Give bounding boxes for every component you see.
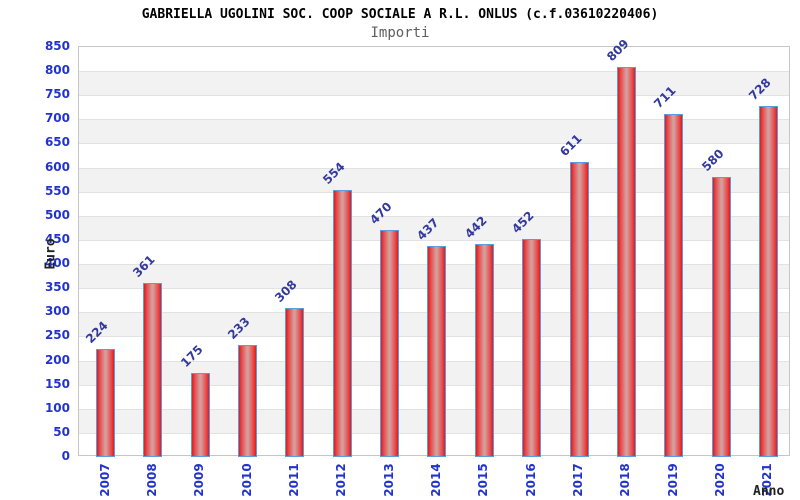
- y-tick-label: 100: [44, 400, 70, 415]
- y-tick-label: 700: [44, 111, 70, 126]
- y-tick-label: 850: [44, 39, 70, 53]
- x-tick-label: 2012: [334, 463, 349, 497]
- x-tick-label: 2018: [618, 463, 633, 497]
- gridline: [79, 95, 789, 97]
- gridline: [79, 167, 789, 169]
- y-tick-label: 200: [44, 352, 70, 367]
- y-tick-label: 0: [61, 449, 70, 463]
- y-tick-label: 550: [44, 183, 70, 198]
- gridline: [79, 119, 789, 121]
- gridline: [79, 71, 789, 73]
- x-tick-label: 2016: [523, 463, 538, 497]
- x-tick-label: 2017: [571, 463, 585, 497]
- x-tick-label: 2011: [286, 463, 301, 497]
- x-tick-label: 2020: [713, 463, 728, 497]
- plot-band: [79, 71, 789, 96]
- x-tick-label: 2019: [665, 463, 680, 497]
- bar-2015: [474, 243, 494, 457]
- bar-2019: [664, 114, 684, 457]
- y-tick-label: 600: [44, 159, 70, 174]
- y-tick-label: 650: [44, 135, 70, 150]
- gridline: [79, 215, 789, 217]
- x-tick-label: 2008: [144, 463, 159, 497]
- bar-2007: [96, 348, 115, 457]
- gridline: [79, 191, 789, 193]
- y-axis-title: Euro: [43, 238, 59, 270]
- y-tick-label: 150: [44, 376, 70, 391]
- x-tick-label: 2010: [239, 463, 254, 497]
- bar-2020: [711, 177, 731, 457]
- y-tick-label: 350: [44, 280, 70, 295]
- gridline: [79, 143, 789, 145]
- x-tick-label: 2014: [428, 463, 443, 497]
- y-tick-label: 400: [44, 256, 70, 271]
- y-tick-label: 50: [53, 424, 70, 439]
- chart-title: GABRIELLA UGOLINI SOC. COOP SOCIALE A R.…: [141, 7, 659, 22]
- bar-2021: [758, 105, 778, 457]
- x-axis-title: Anno: [753, 484, 785, 499]
- bar-2013: [380, 230, 400, 457]
- bar-2012: [332, 189, 352, 457]
- x-tick-label: 2007: [97, 463, 112, 497]
- bar-2009: [190, 372, 210, 457]
- y-tick-label: 750: [44, 87, 70, 102]
- bar-2018: [616, 66, 636, 457]
- x-tick-label: 2009: [192, 463, 207, 497]
- bar-2016: [522, 238, 542, 457]
- y-tick-label: 450: [44, 231, 70, 246]
- y-tick-label: 500: [44, 207, 70, 222]
- bar-2011: [285, 308, 305, 457]
- bar-2010: [238, 344, 258, 457]
- bar-2014: [427, 246, 447, 457]
- bar-2008: [143, 282, 163, 457]
- chart-subtitle: Importi: [370, 25, 430, 41]
- bar-2017: [569, 162, 589, 457]
- y-tick-label: 300: [44, 304, 70, 319]
- x-tick-label: 2013: [381, 463, 396, 497]
- y-tick-label: 250: [44, 328, 70, 343]
- plot-area: [78, 46, 790, 457]
- y-tick-label: 800: [44, 63, 70, 78]
- gridline: [79, 239, 789, 241]
- plot-band: [79, 47, 789, 71]
- x-tick-label: 2015: [476, 463, 491, 497]
